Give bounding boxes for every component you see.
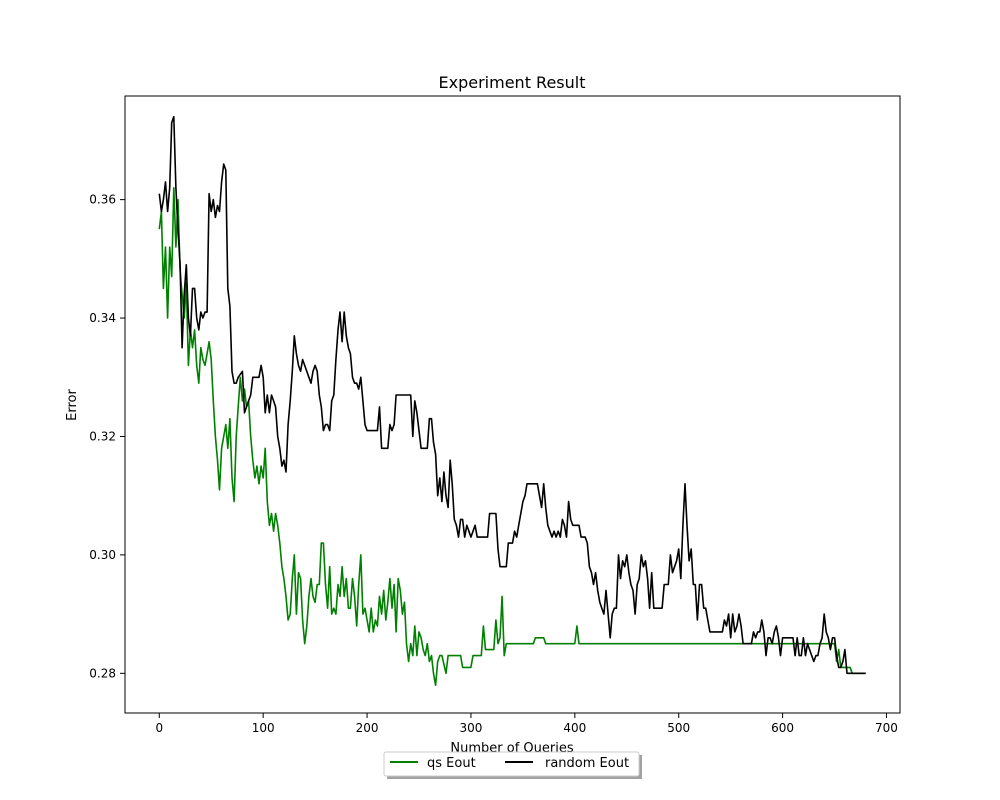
legend-label-random: random Eout [545,756,629,771]
legend-label-qs: qs Eout [427,756,476,771]
x-tick-label: 0 [155,721,163,735]
x-tick-label: 100 [252,721,275,735]
x-tick-label: 700 [875,721,898,735]
y-axis-label: Error [65,389,80,421]
y-tick-label: 0.30 [89,548,116,562]
plot-frame [124,95,901,714]
legend-box [383,751,640,777]
y-tick-label: 0.34 [89,311,116,325]
x-tick-label: 500 [667,721,690,735]
y-tick-label: 0.32 [89,429,116,443]
x-tick-label: 400 [563,721,586,735]
series-line-random-eout [158,115,866,675]
x-tick-label: 200 [356,721,379,735]
x-tick-label: 300 [459,721,482,735]
series-line-qs-eout [158,187,866,687]
chart-title: Experiment Result [439,73,586,92]
y-tick-label: 0.36 [89,193,116,207]
x-tick-label: 600 [771,721,794,735]
plot-area: 0 100 200 300 400 500 600 700 0.28 0.30 0.32 0.34 0.… [89,115,898,735]
legend: qs Eout random Eout [383,751,642,779]
y-tick-label: 0.28 [89,666,116,680]
